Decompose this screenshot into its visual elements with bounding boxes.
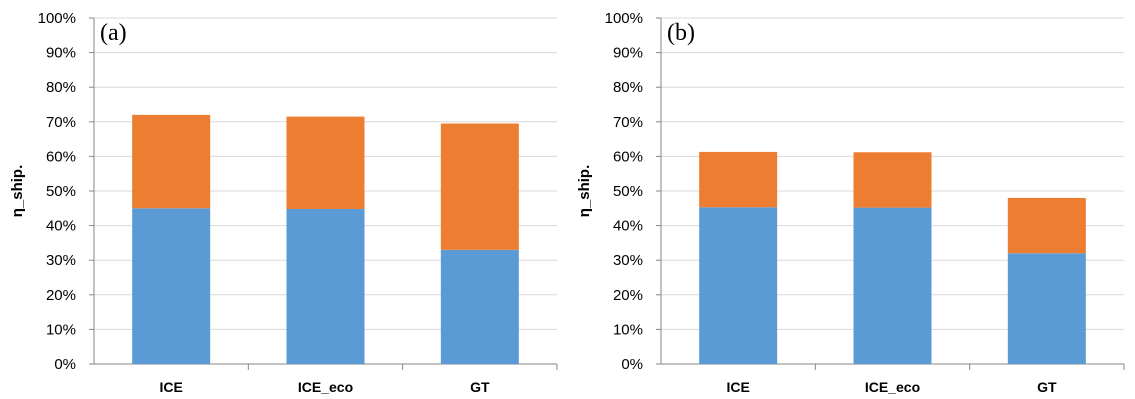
chart-b-ytick-label: 40% xyxy=(613,218,643,235)
chart-a-ytick-label: 50% xyxy=(46,183,76,200)
chart-b-ytick-label: 30% xyxy=(613,252,643,269)
chart-a-ytick-label: 100% xyxy=(38,10,76,27)
chart-b-ytick-label: 80% xyxy=(613,79,643,96)
chart-b-category-label: ICE_eco xyxy=(865,379,920,395)
chart-b-ytick-label: 100% xyxy=(605,10,643,27)
chart-b-y-axis-label: η_ship. xyxy=(576,165,593,218)
chart-a-bar-gt-segment-1 xyxy=(440,249,519,364)
chart-b-ytick-label: 50% xyxy=(613,183,643,200)
chart-a-bar-ice-eco-segment-2 xyxy=(286,116,365,209)
chart-a-ytick-label: 40% xyxy=(46,218,76,235)
chart-a: 0% 10% 20% 30% 40% 50% 60% 70% 80% 90% 100% ICE ICE_… xyxy=(9,10,558,395)
chart-a-ytick-label: 90% xyxy=(46,45,76,62)
chart-a-bar-ice-eco-segment-1 xyxy=(286,208,365,364)
chart-b-panel-title: (b) xyxy=(667,20,695,46)
chart-a-svg: 0% 10% 20% 30% 40% 50% 60% 70% 80% 90% 100% ICE ICE_… xyxy=(9,10,558,395)
chart-b-bar-gt-segment-1 xyxy=(1007,253,1086,364)
chart-a-y-axis-label: η_ship. xyxy=(9,165,26,218)
chart-a-ytick-label: 80% xyxy=(46,79,76,96)
chart-a-bar-ice-segment-1 xyxy=(132,208,211,364)
chart-a-panel-title: (a) xyxy=(100,20,127,46)
chart-a-ytick-label: 20% xyxy=(46,287,76,304)
chart-b-ytick-label: 20% xyxy=(613,287,643,304)
chart-b-bar-ice-segment-1 xyxy=(699,207,778,364)
chart-b-ytick-label: 90% xyxy=(613,45,643,62)
chart-b-ytick-label: 70% xyxy=(613,114,643,131)
chart-b-ytick-label: 0% xyxy=(621,356,643,373)
chart-a-ytick-label: 0% xyxy=(54,356,76,373)
chart-a-ytick-label: 70% xyxy=(46,114,76,131)
chart-a-ytick-label: 60% xyxy=(46,148,76,165)
chart-a-bar-gt-segment-2 xyxy=(440,123,519,250)
chart-a-category-label: GT xyxy=(470,379,490,395)
chart-b-bar-gt-segment-2 xyxy=(1007,197,1086,254)
chart-a-ytick-label: 10% xyxy=(46,321,76,338)
chart-b-bar-ice-eco-segment-2 xyxy=(853,152,932,208)
chart-b: 0% 10% 20% 30% 40% 50% 60% 70% 80% 90% 100% ICE ICE_… xyxy=(567,0,1135,399)
chart-b-svg: 0% 10% 20% 30% 40% 50% 60% 70% 80% 90% 100% ICE ICE_… xyxy=(576,10,1125,395)
chart-b-ytick-label: 60% xyxy=(613,148,643,165)
chart-b-category-label: GT xyxy=(1037,379,1057,395)
chart-a-category-label: ICE xyxy=(159,379,182,395)
chart-b-ytick-label: 10% xyxy=(613,321,643,338)
chart-a-category-label: ICE_eco xyxy=(298,379,353,395)
chart-b-category-label: ICE xyxy=(726,379,749,395)
chart-b-bar-ice-eco-segment-1 xyxy=(853,207,932,364)
chart-a-ytick-label: 30% xyxy=(46,252,76,269)
chart-a-bar-ice-segment-2 xyxy=(132,114,211,209)
chart-b-bar-ice-segment-2 xyxy=(699,151,778,208)
